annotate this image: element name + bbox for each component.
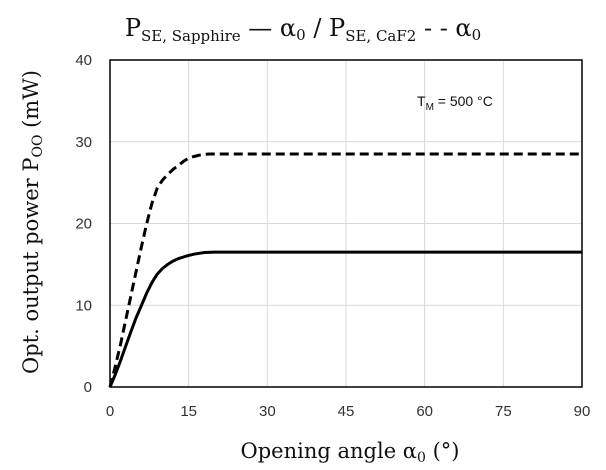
title-p1: P [125, 14, 141, 42]
xlabel-sub: 0 [417, 450, 426, 466]
y-tick-label: 0 [84, 379, 92, 396]
x-tick-label: 60 [416, 403, 433, 420]
series-line-sapphire-solid [108, 250, 582, 388]
y-tick-label: 10 [75, 297, 92, 314]
y-axis-label: Opt. output power POO (mW) [19, 70, 46, 374]
x-tick-label: 45 [338, 403, 355, 420]
y-tick-label: 40 [75, 52, 92, 69]
annot-rest: = 500 °C [434, 93, 493, 109]
xlabel-main: Opening angle α [241, 439, 417, 463]
y-tick-label: 20 [75, 216, 92, 233]
ylabel-main: Opt. output power P [19, 158, 43, 374]
chart-title: PSE, Sapphire — α0 / PSE, CaF2 - - α0 [125, 14, 481, 45]
title-sub2: SE, CaF2 [345, 27, 416, 45]
x-tick-label: 90 [574, 403, 591, 420]
series-line-caf2-dashed [108, 152, 582, 388]
x-tick-label: 30 [259, 403, 276, 420]
series-layer [108, 152, 582, 388]
x-tick-label: 15 [180, 403, 197, 420]
x-tick-label: 0 [106, 403, 114, 420]
title-end: - - α [416, 14, 471, 42]
temperature-annotation: TM = 500 °C [417, 93, 493, 113]
title-sub-a2: 0 [472, 26, 482, 44]
title-sub-a1: 0 [296, 26, 306, 44]
title-sep: / P [306, 14, 346, 42]
tick-labels: 0 15 30 45 60 75 90 0 10 20 30 40 [75, 52, 590, 420]
ylabel-sub: OO [30, 135, 46, 158]
y-tick-label: 30 [75, 134, 92, 151]
title-mid: — α [241, 14, 296, 42]
x-tick-label: 75 [495, 403, 512, 420]
xlabel-unit: (°) [426, 439, 460, 463]
annot-sub: M [426, 102, 434, 113]
title-sub1: SE, Sapphire [141, 27, 241, 45]
plot-frame [109, 59, 583, 388]
grid [110, 60, 582, 387]
annot-main: T [417, 93, 426, 109]
x-axis-label: Opening angle α0 (°) [241, 439, 460, 466]
ylabel-unit: (mW) [19, 70, 43, 135]
